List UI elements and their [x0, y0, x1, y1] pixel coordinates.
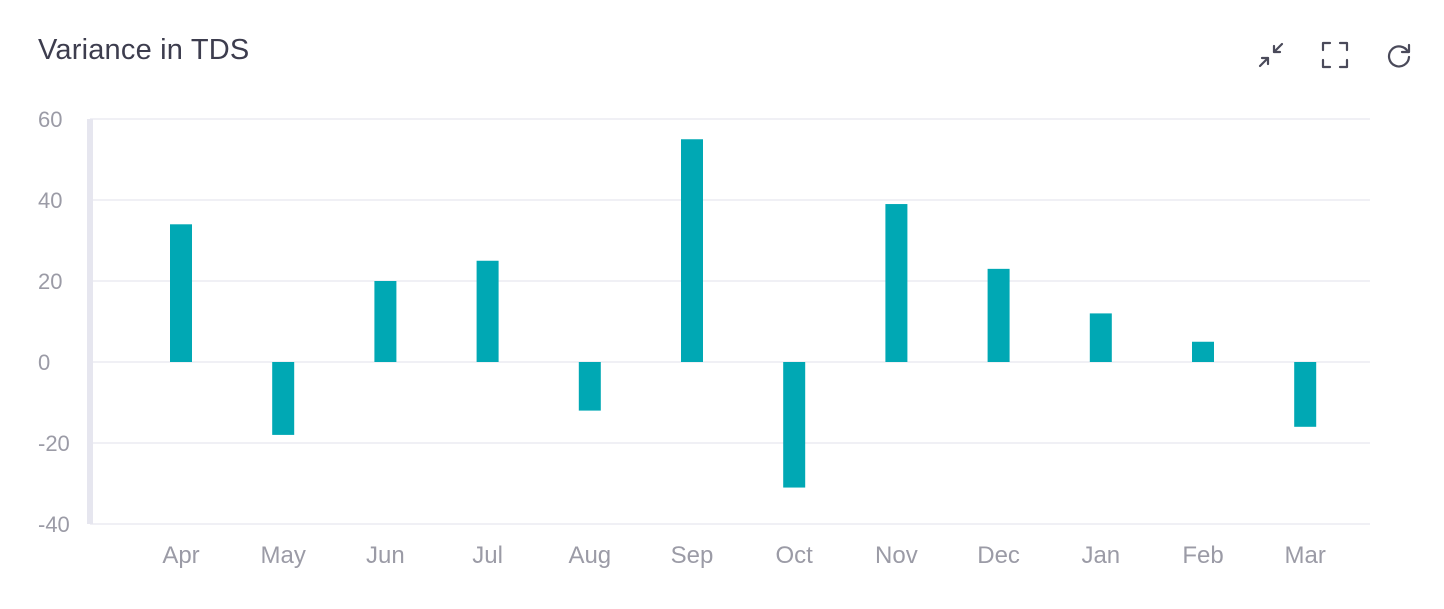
- bar-jun: [374, 281, 397, 362]
- y-tick-label: 0: [38, 350, 50, 375]
- x-tick-label: Jul: [472, 542, 503, 569]
- x-tick-label: Jun: [366, 542, 405, 569]
- y-tick-label: 20: [38, 269, 62, 294]
- y-tick-label: -20: [38, 431, 70, 456]
- collapse-button[interactable]: [1254, 38, 1288, 72]
- x-tick-label: May: [261, 542, 306, 569]
- x-tick-label: Nov: [875, 542, 918, 569]
- bar-jul: [476, 260, 499, 362]
- chart-title: Variance in TDS: [38, 34, 250, 66]
- x-tick-label: Oct: [776, 542, 814, 569]
- bar-apr: [170, 224, 192, 362]
- bar-sep: [681, 139, 703, 362]
- bar-oct: [783, 362, 806, 488]
- x-tick-label: Mar: [1285, 542, 1326, 569]
- refresh-button[interactable]: [1382, 38, 1416, 72]
- bar-may: [272, 362, 295, 435]
- bar-jan: [1089, 313, 1112, 362]
- x-tick-label: Feb: [1182, 542, 1223, 569]
- bar-feb: [1192, 341, 1214, 362]
- bar-nov: [885, 204, 908, 362]
- bar-aug: [578, 362, 601, 411]
- refresh-icon: [1387, 43, 1411, 68]
- x-tick-label: Dec: [977, 542, 1020, 569]
- x-tick-label: Apr: [162, 542, 199, 569]
- y-tick-label: 40: [38, 188, 62, 213]
- collapse-icon: [1258, 42, 1284, 68]
- x-tick-label: Sep: [671, 542, 714, 569]
- y-tick-label: -40: [38, 512, 70, 537]
- bar-mar: [1294, 362, 1317, 427]
- x-tick-label: Jan: [1081, 542, 1120, 569]
- y-tick-label: 60: [38, 107, 62, 132]
- bar-dec: [987, 268, 1010, 362]
- chart-toolbar: [1254, 38, 1416, 72]
- x-tick-label: Aug: [568, 542, 611, 569]
- fullscreen-button[interactable]: [1318, 38, 1352, 72]
- fullscreen-icon: [1321, 41, 1349, 69]
